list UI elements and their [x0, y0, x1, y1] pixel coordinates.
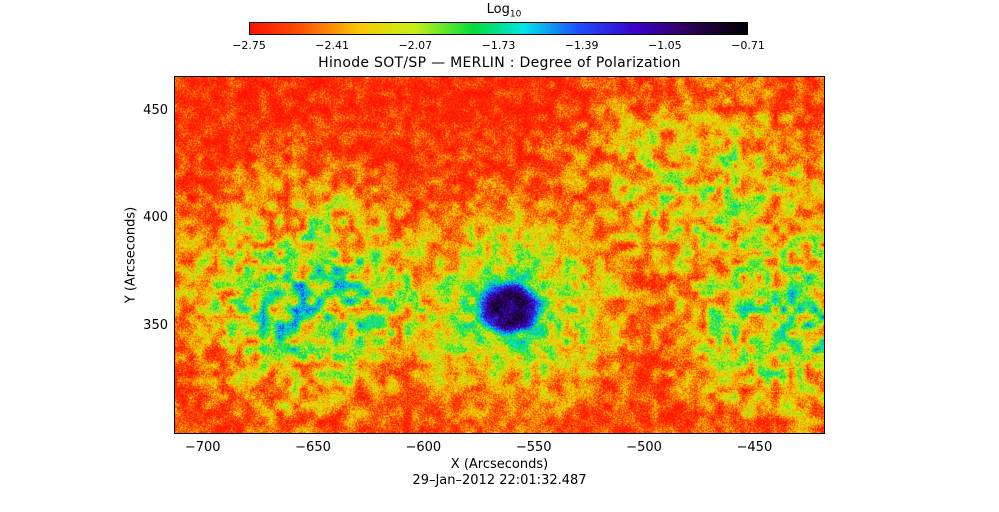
plot-area	[174, 76, 825, 434]
polarization-heatmap	[175, 77, 824, 433]
timestamp: 29–Jan–2012 22:01:32.487	[412, 473, 587, 488]
colorbar-tick-label: −1.73	[481, 39, 516, 52]
x-tick-label: −600	[405, 440, 442, 455]
x-tick-label: −550	[515, 440, 552, 455]
x-tick-label: −650	[295, 440, 331, 455]
y-tick-label: 450	[143, 102, 168, 118]
colorbar-title: Log10	[486, 2, 522, 20]
y-tick-label: 350	[143, 318, 168, 334]
x-axis-label: X (Arcseconds)	[450, 457, 549, 472]
colorbar	[249, 22, 748, 35]
colorbar-tick-label: −1.39	[564, 39, 599, 52]
colorbar-tick-label: −0.71	[731, 39, 765, 52]
colorbar-tick-label: −1.05	[647, 39, 682, 52]
x-tick-label: −700	[184, 440, 221, 455]
x-tick-label: −450	[736, 440, 773, 455]
y-axis-label: Y (Arcseconds)	[123, 206, 139, 304]
colorbar-tick-label: −2.75	[232, 39, 266, 52]
y-tick-label: 400	[143, 210, 168, 226]
x-tick-label: −500	[626, 440, 662, 455]
colorbar-tick-label: −2.41	[315, 39, 350, 52]
chart-title: Hinode SOT/SP — MERLIN : Degree of Polar…	[318, 55, 681, 71]
colorbar-tick-label: −2.07	[398, 39, 433, 52]
